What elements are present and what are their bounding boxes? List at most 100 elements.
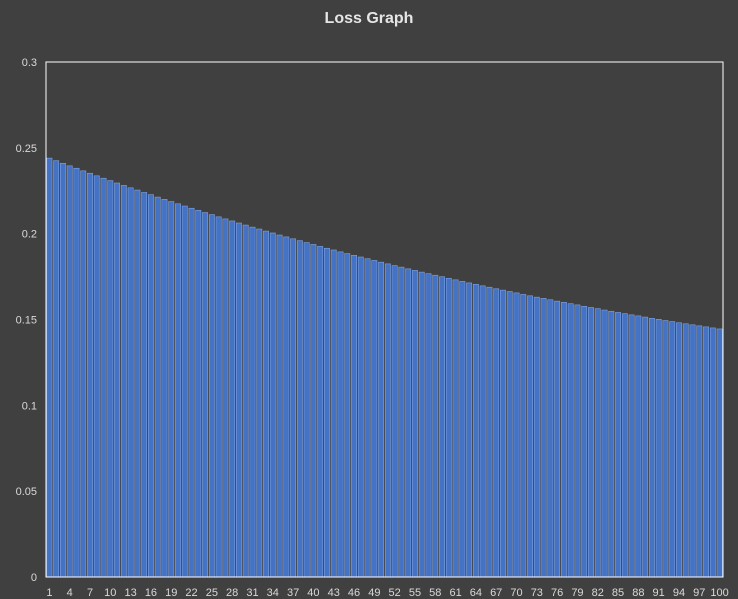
x-tick-label: 22	[185, 587, 197, 599]
bar-9	[100, 177, 107, 578]
bar-98	[703, 326, 710, 578]
y-tick-label: 0.15	[16, 315, 37, 327]
bar-10	[107, 180, 114, 578]
bar-56	[418, 271, 425, 578]
bar-18	[161, 199, 168, 578]
bar-series	[46, 157, 723, 578]
x-tick-label: 64	[470, 587, 482, 599]
bar-85	[615, 312, 621, 578]
x-tick-label: 100	[710, 587, 728, 599]
x-tick-label: 73	[531, 587, 543, 599]
bar-23	[195, 210, 202, 578]
bar-27	[222, 218, 229, 578]
x-tick-label: 16	[145, 587, 157, 599]
bar-65	[479, 285, 486, 578]
bar-87	[628, 314, 635, 578]
bar-36	[283, 236, 290, 578]
x-tick-label: 40	[307, 587, 319, 599]
bar-72	[527, 295, 533, 578]
plot-area-border	[45, 61, 724, 578]
x-tick-label: 58	[429, 587, 441, 599]
bar-47	[357, 256, 364, 578]
x-tick-label: 10	[104, 587, 116, 599]
bar-13	[127, 187, 134, 578]
x-tick-label: 76	[551, 587, 563, 599]
bar-11	[114, 182, 121, 578]
bar-76	[554, 300, 561, 578]
bar-58	[432, 274, 439, 578]
bar-8	[93, 175, 100, 578]
bar-49	[371, 260, 378, 578]
x-tick-label: 34	[267, 587, 279, 599]
bar-79	[574, 304, 581, 578]
bar-75	[547, 299, 554, 578]
bar-86	[621, 313, 628, 578]
bar-14	[134, 189, 141, 578]
bar-83	[601, 309, 608, 578]
bar-91	[655, 319, 662, 578]
bar-84	[608, 310, 615, 578]
bar-28	[229, 220, 236, 578]
bar-24	[202, 212, 209, 578]
bar-94	[676, 322, 682, 578]
bar-50	[378, 261, 385, 578]
bar-32	[256, 228, 263, 578]
bar-92	[662, 320, 669, 578]
bar-39	[303, 242, 310, 578]
bar-3	[59, 162, 66, 578]
chart-title: Loss Graph	[324, 10, 414, 27]
bar-74	[540, 298, 547, 578]
x-tick-label: 85	[612, 587, 624, 599]
x-tick-label: 7	[87, 587, 93, 599]
x-tick-label: 25	[206, 587, 218, 599]
bar-95	[682, 323, 689, 578]
bar-81	[588, 307, 594, 578]
bar-73	[533, 296, 540, 578]
bar-89	[642, 316, 649, 578]
bar-52	[391, 265, 398, 578]
bar-2	[53, 160, 60, 578]
bar-80	[581, 305, 588, 578]
bar-34	[269, 232, 276, 578]
bar-4	[66, 165, 73, 578]
x-tick-label: 70	[510, 587, 522, 599]
bar-5	[73, 167, 80, 578]
bar-38	[296, 240, 303, 578]
bar-96	[689, 324, 696, 578]
bar-100	[716, 328, 723, 578]
bar-55	[412, 270, 418, 578]
x-tick-label: 82	[592, 587, 604, 599]
x-tick-label: 88	[632, 587, 644, 599]
bar-66	[486, 286, 493, 578]
bar-67	[493, 288, 500, 578]
x-tick-label: 46	[348, 587, 360, 599]
x-tick-label: 97	[693, 587, 705, 599]
bar-93	[669, 321, 676, 578]
bar-22	[188, 207, 195, 578]
bar-6	[80, 170, 87, 578]
bar-40	[310, 244, 317, 578]
bar-17	[154, 196, 161, 578]
bar-60	[445, 277, 452, 578]
y-tick-label: 0.3	[22, 57, 37, 69]
x-tick-label: 4	[67, 587, 73, 599]
y-tick-label: 0.1	[22, 400, 37, 412]
bar-29	[236, 222, 242, 578]
y-tick-label: 0.25	[16, 143, 37, 155]
bar-37	[290, 238, 297, 578]
bar-59	[439, 276, 445, 578]
x-tick-label: 91	[653, 587, 665, 599]
x-tick-label: 79	[571, 587, 583, 599]
bar-82	[594, 308, 601, 578]
bar-35	[276, 234, 283, 578]
bar-45	[344, 253, 351, 578]
bar-77	[560, 302, 567, 578]
bar-42	[324, 247, 330, 578]
bar-15	[141, 192, 148, 578]
bar-25	[208, 214, 215, 578]
bar-16	[147, 194, 154, 578]
y-axis: 0 0.05 0.1 0.15 0.2 0.25 0.3	[16, 57, 37, 584]
bar-44	[337, 251, 344, 578]
x-tick-label: 43	[328, 587, 340, 599]
